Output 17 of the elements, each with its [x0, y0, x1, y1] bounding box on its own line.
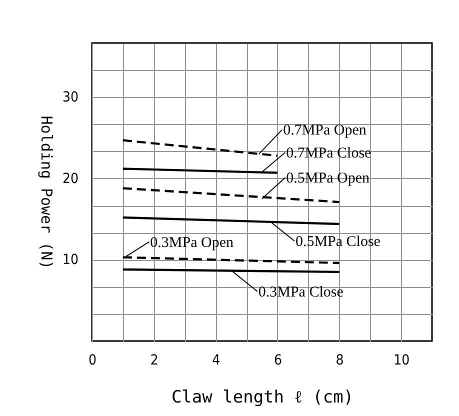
y-tick-label: 30	[62, 90, 78, 106]
y-tick-label: 20	[62, 170, 78, 187]
annotation: 0.7MPa Close	[286, 145, 372, 162]
annotation: 0.3MPa Close	[258, 284, 344, 300]
x-tick-label: 2	[150, 352, 158, 368]
annotation: 0.5MPa Close	[295, 234, 381, 250]
annotation: 0.5MPa Open	[286, 170, 370, 187]
x-tick-label: 4	[212, 352, 220, 368]
x-axis-title: Claw length ℓ (cm)	[171, 388, 354, 408]
annotation: 0.3MPa Open	[150, 234, 234, 251]
x-tick-label: 6	[274, 352, 282, 368]
x-tick-label: 8	[336, 352, 344, 368]
y-tick-label: 10	[62, 252, 78, 268]
x-tick-label: 10	[394, 352, 410, 368]
y-axis-title: Holding Power (N)	[37, 116, 56, 270]
x-tick-label: 0	[88, 352, 97, 368]
annotation: 0.7MPa Open	[283, 122, 367, 139]
